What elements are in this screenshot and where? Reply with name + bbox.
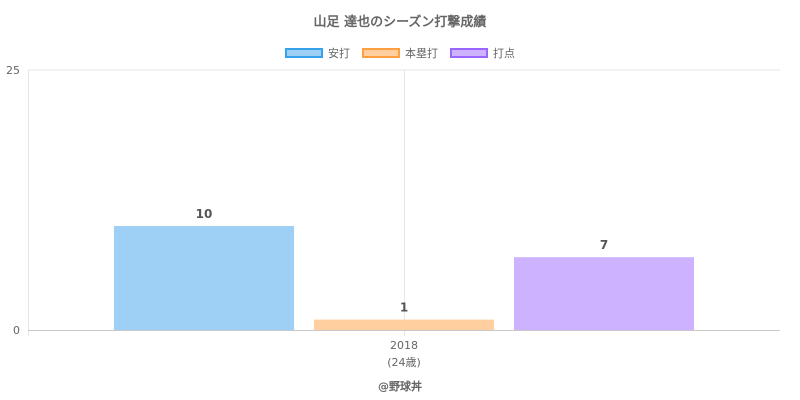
chart-title: 山足 達也のシーズン打撃成績 xyxy=(313,15,487,30)
y-tick-label-zero: 0 xyxy=(13,324,20,337)
legend-swatch-rbi xyxy=(450,48,488,58)
legend-swatch-hits xyxy=(285,48,323,58)
legend-swatch-home-runs xyxy=(362,48,400,58)
legend-label-home-runs: 本塁打 xyxy=(405,47,438,60)
x-tick-label: 2018 xyxy=(390,339,418,352)
legend: 安打 本塁打 打点 xyxy=(0,45,800,61)
y-tick-label-top: 25 xyxy=(6,64,20,77)
data-label-hits: 10 xyxy=(196,207,213,221)
data-label-home-runs: 1 xyxy=(400,301,408,315)
x-tick-sublabel: (24歳) xyxy=(387,356,421,369)
legend-item-rbi[interactable]: 打点 xyxy=(450,45,515,61)
bar-hits[interactable] xyxy=(114,226,294,330)
bars-group: 10 1 7 xyxy=(114,207,694,330)
legend-item-hits[interactable]: 安打 xyxy=(285,45,350,61)
footer-credit: @野球丼 xyxy=(378,380,422,393)
legend-label-hits: 安打 xyxy=(328,47,350,60)
legend-label-rbi: 打点 xyxy=(493,47,515,60)
bar-rbi[interactable] xyxy=(514,257,694,330)
data-label-rbi: 7 xyxy=(600,238,608,252)
bar-home-runs[interactable] xyxy=(314,319,494,330)
legend-item-home-runs[interactable]: 本塁打 xyxy=(362,45,438,61)
